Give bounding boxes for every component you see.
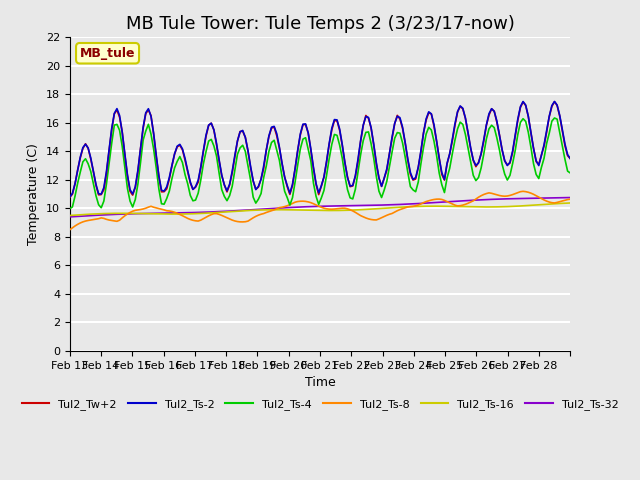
Title: MB Tule Tower: Tule Temps 2 (3/23/17-now): MB Tule Tower: Tule Temps 2 (3/23/17-now… — [125, 15, 515, 33]
Legend: Tul2_Tw+2, Tul2_Ts-2, Tul2_Ts-4, Tul2_Ts-8, Tul2_Ts-16, Tul2_Ts-32: Tul2_Tw+2, Tul2_Ts-2, Tul2_Ts-4, Tul2_Ts… — [17, 395, 623, 414]
Text: MB_tule: MB_tule — [80, 47, 135, 60]
Y-axis label: Temperature (C): Temperature (C) — [28, 143, 40, 245]
X-axis label: Time: Time — [305, 376, 335, 389]
